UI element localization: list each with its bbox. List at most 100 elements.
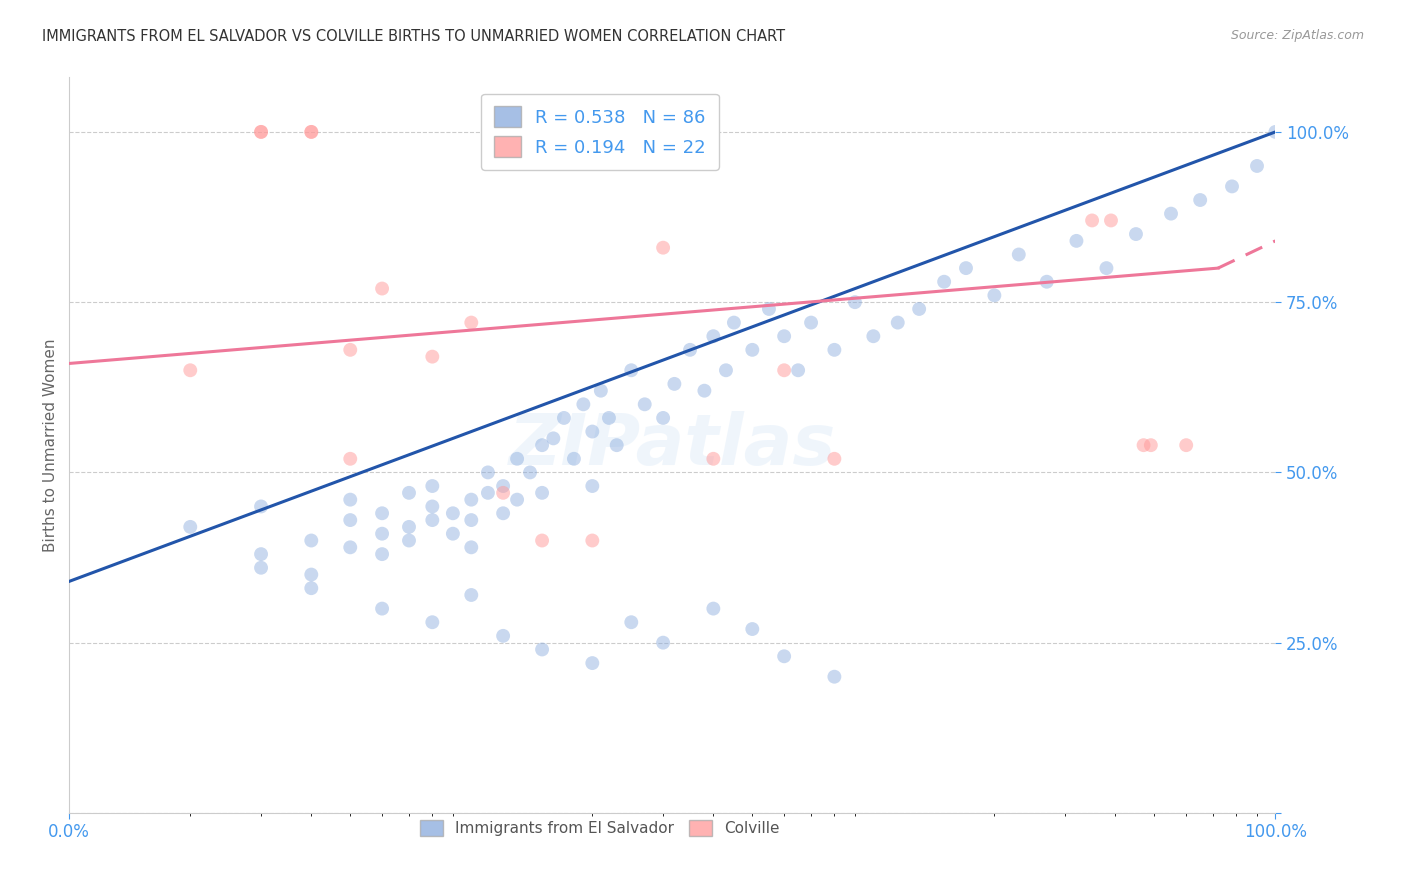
Point [983,288,1005,302]
Point [460,492,482,507]
Point [844,295,866,310]
Point [371,506,394,520]
Point [741,622,763,636]
Point [299,125,322,139]
Point [1264,125,1286,139]
Point [1175,438,1198,452]
Point [823,343,845,357]
Point [1008,247,1031,261]
Point [702,329,724,343]
Point [299,567,322,582]
Point [581,656,603,670]
Text: ZIPatlas: ZIPatlas [509,410,837,480]
Point [1125,227,1147,241]
Point [371,526,394,541]
Point [398,520,420,534]
Point [441,506,464,520]
Point [543,431,565,445]
Point [250,125,273,139]
Point [652,635,675,649]
Point [800,316,823,330]
Point [371,547,394,561]
Point [492,486,515,500]
Point [758,301,780,316]
Point [420,513,443,527]
Point [581,533,603,548]
Point [339,492,361,507]
Point [371,601,394,615]
Point [441,526,464,541]
Point [339,343,361,357]
Point [1066,234,1088,248]
Point [934,275,956,289]
Point [702,451,724,466]
Point [398,533,420,548]
Point [460,541,482,555]
Point [250,560,273,574]
Point [572,397,595,411]
Point [179,520,201,534]
Point [589,384,612,398]
Point [398,486,420,500]
Point [506,451,529,466]
Point [702,601,724,615]
Point [1189,193,1212,207]
Y-axis label: Births to Unmarried Women: Births to Unmarried Women [44,338,58,552]
Point [460,316,482,330]
Point [250,547,273,561]
Point [714,363,737,377]
Point [1099,213,1122,227]
Point [179,363,201,377]
Point [250,125,273,139]
Text: Source: ZipAtlas.com: Source: ZipAtlas.com [1230,29,1364,42]
Point [581,425,603,439]
Point [1081,213,1104,227]
Point [1160,207,1182,221]
Point [787,363,810,377]
Point [620,363,643,377]
Point [598,411,620,425]
Point [773,363,796,377]
Point [1246,159,1268,173]
Point [553,411,575,425]
Point [823,451,845,466]
Point [460,513,482,527]
Point [693,384,716,398]
Point [562,451,585,466]
Point [1140,438,1163,452]
Point [723,316,745,330]
Point [477,486,499,500]
Point [519,466,541,480]
Point [581,479,603,493]
Point [492,506,515,520]
Point [773,329,796,343]
Point [606,438,628,452]
Point [908,301,931,316]
Point [862,329,884,343]
Point [492,479,515,493]
Point [477,466,499,480]
Point [773,649,796,664]
Point [1036,275,1059,289]
Legend: Immigrants from El Salvador, Colville: Immigrants from El Salvador, Colville [413,814,786,842]
Point [250,500,273,514]
Point [420,350,443,364]
Point [420,479,443,493]
Point [531,486,554,500]
Point [460,588,482,602]
Point [339,541,361,555]
Point [492,629,515,643]
Point [371,281,394,295]
Point [531,533,554,548]
Point [823,670,845,684]
Point [955,261,977,276]
Point [1132,438,1154,452]
Point [420,615,443,630]
Point [299,581,322,595]
Point [339,451,361,466]
Text: IMMIGRANTS FROM EL SALVADOR VS COLVILLE BIRTHS TO UNMARRIED WOMEN CORRELATION CH: IMMIGRANTS FROM EL SALVADOR VS COLVILLE … [42,29,786,44]
Point [531,642,554,657]
Point [299,125,322,139]
Point [420,500,443,514]
Point [887,316,910,330]
